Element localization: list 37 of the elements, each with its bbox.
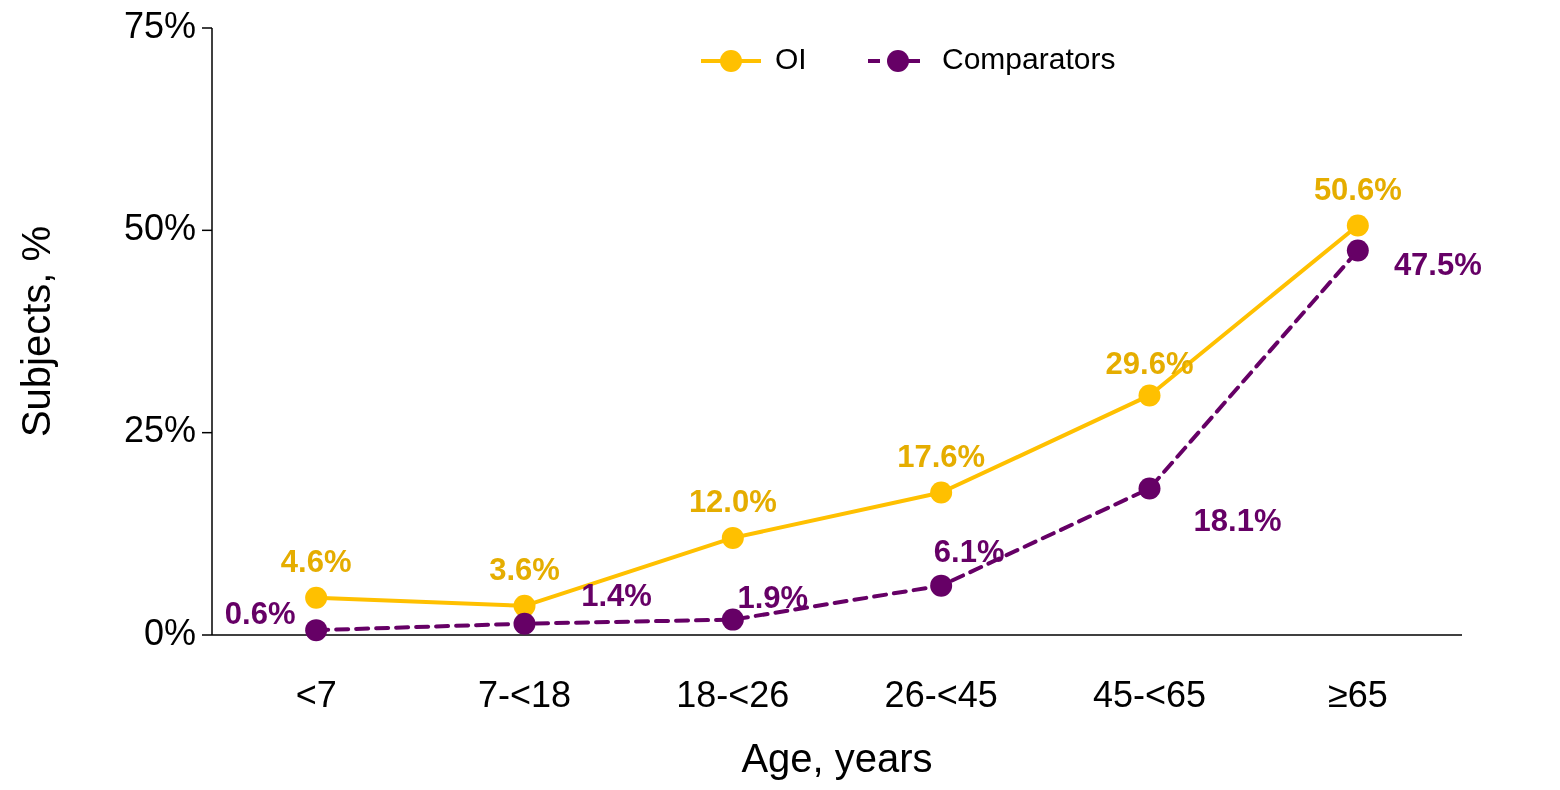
data-label: 50.6% [1313, 171, 1402, 207]
data-label: 1.9% [737, 579, 809, 615]
point [721, 608, 744, 631]
x-tick-label: ≥65 [1327, 673, 1388, 715]
legend-label: Comparators [942, 41, 1116, 75]
y-tick-label: 75% [123, 4, 196, 46]
data-label: 6.1% [933, 533, 1005, 569]
x-tick-label: 45-<65 [1092, 673, 1207, 715]
point [305, 619, 328, 642]
point [721, 526, 744, 549]
point [1346, 214, 1369, 237]
point [305, 586, 328, 609]
y-tick-label: 50% [123, 206, 196, 248]
data-label: 4.6% [280, 543, 352, 579]
point [513, 612, 536, 635]
x-tick-label: 26-<45 [884, 673, 998, 715]
legend-label: OI [775, 41, 807, 75]
data-label: 3.6% [489, 552, 560, 588]
y-tick-label: 0% [143, 611, 196, 653]
point [930, 574, 953, 597]
data-label: 29.6% [1105, 345, 1194, 381]
x-tick-label: 7-<18 [477, 673, 572, 715]
data-label: 12.0% [688, 484, 777, 520]
data-label: 1.4% [581, 577, 652, 613]
data-label: 17.6% [897, 438, 986, 474]
point [930, 481, 953, 504]
point [1138, 384, 1161, 407]
x-tick-label: 18-<26 [676, 673, 790, 715]
x-axis-title: Age, years [741, 736, 933, 780]
x-tick-label: <7 [295, 673, 337, 715]
data-label: 47.5% [1393, 246, 1482, 282]
data-label: 0.6% [224, 596, 296, 632]
y-tick-label: 25% [123, 409, 196, 451]
y-axis-title: Subjects, % [14, 225, 58, 438]
point [1138, 477, 1161, 500]
point [1346, 239, 1369, 262]
data-label: 18.1% [1193, 502, 1282, 538]
